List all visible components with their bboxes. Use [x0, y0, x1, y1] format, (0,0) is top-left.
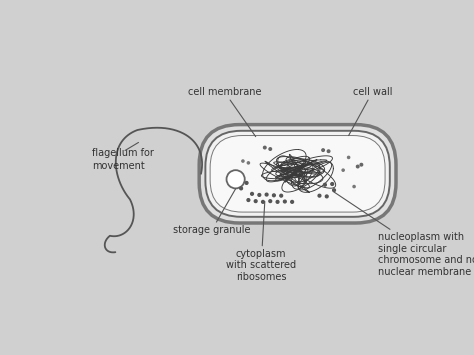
- Circle shape: [273, 194, 275, 197]
- Circle shape: [283, 200, 286, 203]
- Circle shape: [347, 156, 350, 158]
- Circle shape: [258, 193, 261, 196]
- Circle shape: [324, 183, 326, 186]
- Circle shape: [325, 195, 328, 198]
- Circle shape: [322, 149, 324, 151]
- Circle shape: [333, 189, 336, 192]
- Circle shape: [247, 199, 250, 201]
- Text: nucleoplasm with
single circular
chromosome and no
nuclear membrane: nucleoplasm with single circular chromos…: [334, 192, 474, 277]
- Circle shape: [265, 193, 268, 196]
- Circle shape: [280, 194, 283, 197]
- Text: cytoplasm
with scattered
ribosomes: cytoplasm with scattered ribosomes: [226, 202, 296, 282]
- FancyBboxPatch shape: [210, 136, 385, 212]
- Circle shape: [245, 181, 248, 184]
- Circle shape: [291, 201, 293, 203]
- Circle shape: [353, 185, 355, 188]
- Circle shape: [328, 150, 330, 153]
- FancyBboxPatch shape: [205, 131, 390, 217]
- Circle shape: [262, 201, 264, 203]
- Text: cell membrane: cell membrane: [188, 87, 262, 137]
- Circle shape: [331, 182, 334, 185]
- Circle shape: [251, 192, 254, 195]
- Text: storage granule: storage granule: [173, 189, 251, 235]
- Circle shape: [318, 194, 321, 197]
- Circle shape: [254, 200, 257, 203]
- Circle shape: [269, 148, 272, 150]
- Circle shape: [269, 200, 272, 203]
- Circle shape: [360, 163, 363, 166]
- Circle shape: [342, 169, 344, 171]
- FancyBboxPatch shape: [199, 125, 396, 223]
- Text: flagellum for
movement: flagellum for movement: [91, 148, 154, 171]
- Circle shape: [356, 165, 359, 168]
- Circle shape: [276, 201, 279, 203]
- Circle shape: [264, 146, 266, 149]
- Circle shape: [240, 187, 243, 190]
- Text: cell wall: cell wall: [348, 87, 392, 136]
- Circle shape: [227, 170, 245, 189]
- Circle shape: [242, 160, 244, 162]
- Circle shape: [247, 162, 249, 164]
